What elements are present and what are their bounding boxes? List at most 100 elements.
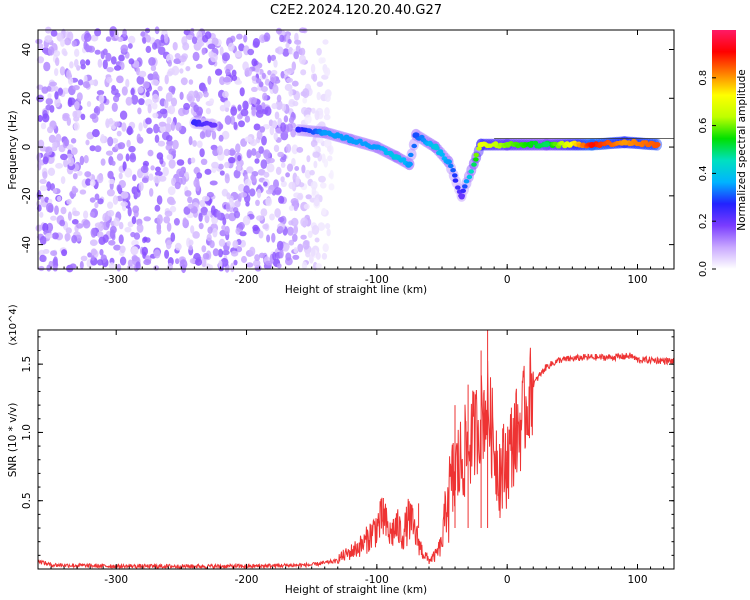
spectrogram-cell	[297, 192, 304, 201]
spectrogram-cell	[113, 95, 120, 103]
spectrogram-cell	[286, 68, 295, 74]
spectrogram-cell	[118, 172, 123, 180]
spectrogram-cell	[40, 122, 47, 130]
spectrogram-cell	[323, 139, 332, 148]
spectrogram-cell	[246, 166, 254, 174]
spectrogram-cell	[220, 257, 229, 267]
spectrogram-cell	[211, 161, 219, 169]
spectrogram-cell	[244, 178, 252, 188]
spectrogram-cell	[238, 120, 245, 128]
spectrogram-cell	[102, 212, 110, 223]
figure-title: C2E2.2024.120.20.40.G27	[270, 3, 442, 18]
spectrogram-cell	[39, 178, 47, 184]
spectrogram-cell	[281, 103, 287, 112]
spectrogram-trace-point	[653, 142, 661, 148]
spectrogram-cell	[45, 98, 53, 105]
spectrogram-cell	[116, 263, 122, 272]
spectrogram-cell	[314, 237, 320, 243]
spectrogram-cell	[72, 210, 80, 217]
spectrogram-cell	[150, 165, 155, 171]
spectrogram-trace-point	[400, 157, 407, 162]
spectrogram-cell	[224, 225, 230, 236]
spectrogram-cell	[168, 85, 176, 93]
spectrogram-cell	[300, 234, 307, 240]
spectrogram-cell	[262, 223, 269, 230]
spectrogram-trace-point	[559, 140, 565, 146]
spectrogram-cell	[140, 31, 146, 37]
spectrogram-cell	[175, 122, 182, 132]
spectrogram-cell	[119, 245, 126, 254]
spectrogram-cell	[179, 55, 187, 63]
spectrogram-trace-point	[621, 139, 628, 145]
spectrogram-cell	[211, 130, 217, 140]
spectrogram-cell	[76, 92, 83, 102]
spectrogram-cell	[188, 244, 193, 251]
spectrogram-cell	[127, 221, 134, 228]
spectrogram-cell	[153, 265, 160, 271]
spectrogram-cell	[145, 34, 151, 43]
spectrogram-cell	[288, 88, 293, 97]
spectrogram-cell	[137, 86, 144, 94]
spectrogram-cell	[223, 148, 230, 156]
spectrogram-cell	[291, 157, 296, 167]
spectrogram-cell	[202, 34, 209, 43]
spectrogram-cell	[85, 178, 92, 186]
spectrogram-cell	[232, 240, 239, 249]
spectrogram-trace-point	[439, 152, 445, 157]
spectrogram-cell	[198, 222, 204, 230]
spectrogram-cell	[63, 158, 69, 168]
spectrogram-cell	[234, 200, 241, 208]
spectrogram-cell	[327, 155, 333, 162]
spectrogram-cell	[234, 50, 242, 58]
spectrogram-cell	[102, 59, 108, 70]
spectrogram-cell	[252, 38, 260, 48]
spectrogram-cell	[277, 151, 285, 158]
spectrogram-cell	[96, 173, 104, 184]
spectrogram-cell	[269, 213, 275, 221]
spectrogram-cell	[39, 211, 44, 218]
spectrogram-cell	[57, 87, 64, 96]
spectrogram-cell	[66, 198, 72, 205]
spectrogram-cell	[273, 59, 278, 68]
spectrogram-cell	[291, 61, 296, 71]
spectrogram-trace-point	[452, 173, 458, 178]
spectrogram-cell	[253, 259, 261, 268]
spectrogram-cell	[83, 155, 89, 164]
spectrogram-cell	[240, 108, 249, 117]
spectrogram-cell	[59, 66, 66, 76]
spectrogram-cell	[325, 223, 331, 230]
spectrogram-cell	[297, 243, 304, 253]
spectrogram-cell	[42, 222, 49, 233]
spectrogram-cell	[36, 152, 42, 163]
spectrogram-cell	[108, 240, 116, 246]
spectrogram-cell	[233, 259, 238, 266]
spectrogram-cell	[251, 86, 258, 92]
spectrogram-cell	[45, 146, 53, 156]
spectrogram-cell	[47, 46, 55, 56]
spectrogram-cell	[131, 216, 137, 225]
spectrogram-cell	[166, 222, 172, 232]
spectrogram-cell	[167, 59, 172, 67]
spectrogram-cell	[250, 174, 255, 181]
spectrogram-cell	[207, 43, 216, 50]
spectrogram-trace-point	[473, 157, 479, 162]
spectrogram-cell	[305, 194, 312, 200]
spectrogram-cell	[124, 167, 133, 178]
spectrogram-cell	[219, 229, 227, 237]
spectrogram-cell	[92, 129, 100, 138]
spectrogram-cell	[119, 256, 127, 266]
x-tick-label: -100	[365, 574, 389, 586]
spectrogram-cell	[291, 80, 299, 87]
spectrogram-cell	[224, 161, 230, 169]
spectrogram-cell	[105, 36, 112, 42]
spectrogram-cell	[179, 68, 184, 74]
spectrogram-cell	[183, 102, 191, 111]
spectrogram-cell	[219, 46, 224, 56]
colorbar: 0.0 0.2 0.4 0.6 0.8 Normalized spectral ampl…	[698, 30, 748, 277]
spectrogram-cell	[189, 258, 197, 264]
spectrogram-cell	[105, 118, 110, 129]
spectrogram-cell	[263, 181, 268, 187]
spectrogram-trace-point	[432, 144, 439, 150]
spectrogram-cell	[274, 208, 281, 218]
spectrogram-cell	[171, 177, 177, 186]
